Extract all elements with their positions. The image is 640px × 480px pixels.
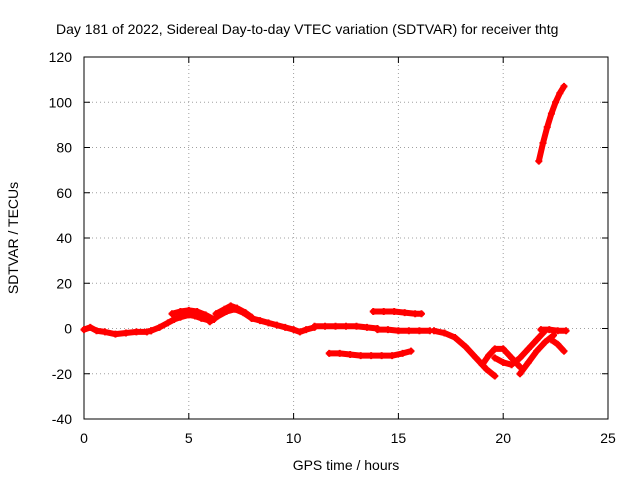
data-points [80, 82, 570, 380]
series-trace [311, 323, 381, 332]
series-trace [479, 345, 523, 370]
series-trace [431, 327, 498, 380]
y-tick-label: 40 [56, 230, 72, 246]
series-trace [81, 324, 155, 338]
data-series-9 [478, 345, 524, 371]
x-tick-label: 15 [391, 430, 407, 446]
x-tick-label: 0 [80, 430, 88, 446]
series-trace [537, 326, 570, 334]
data-series-12 [537, 326, 570, 335]
series-trace [491, 327, 549, 368]
data-series-10 [491, 327, 549, 369]
y-tick-label: 0 [64, 321, 72, 337]
axis-ticks: 0 5 10 15 20 25 -40 -20 0 20 40 60 80 100 120 [49, 49, 616, 446]
series-trace [548, 336, 567, 355]
data-series-0 [80, 323, 155, 338]
x-tick-label: 10 [286, 430, 302, 446]
data-series-8 [430, 327, 499, 380]
chart-title: Day 181 of 2022, Sidereal Day-to-day VTE… [56, 21, 558, 37]
y-tick-label: -40 [52, 411, 72, 427]
series-trace [374, 326, 433, 334]
series-trace [535, 83, 567, 165]
x-tick-label: 5 [185, 430, 193, 446]
x-axis-label: GPS time / hours [293, 457, 400, 473]
data-series-6 [311, 322, 381, 332]
series-trace [169, 307, 217, 323]
y-axis-label: SDTVAR / TECUs [5, 182, 21, 294]
series-trace [370, 308, 425, 317]
data-series-5 [248, 314, 319, 336]
data-series-16 [535, 82, 568, 165]
data-series-14 [325, 347, 415, 360]
x-tick-label: 20 [495, 430, 511, 446]
x-tick-label: 25 [600, 430, 616, 446]
y-tick-label: 80 [56, 140, 72, 156]
y-tick-label: 120 [49, 49, 73, 65]
series-trace [213, 302, 255, 321]
series-trace [148, 311, 213, 334]
data-series-2 [168, 306, 218, 323]
series-trace [326, 348, 414, 359]
y-tick-label: 60 [56, 185, 72, 201]
data-series-13 [547, 336, 568, 355]
y-tick-label: 20 [56, 275, 72, 291]
y-tick-label: -20 [52, 366, 72, 382]
data-series-15 [369, 308, 425, 318]
series-trace [248, 315, 318, 335]
grid [84, 57, 608, 419]
data-series-7 [373, 326, 434, 335]
y-tick-label: 100 [49, 94, 73, 110]
